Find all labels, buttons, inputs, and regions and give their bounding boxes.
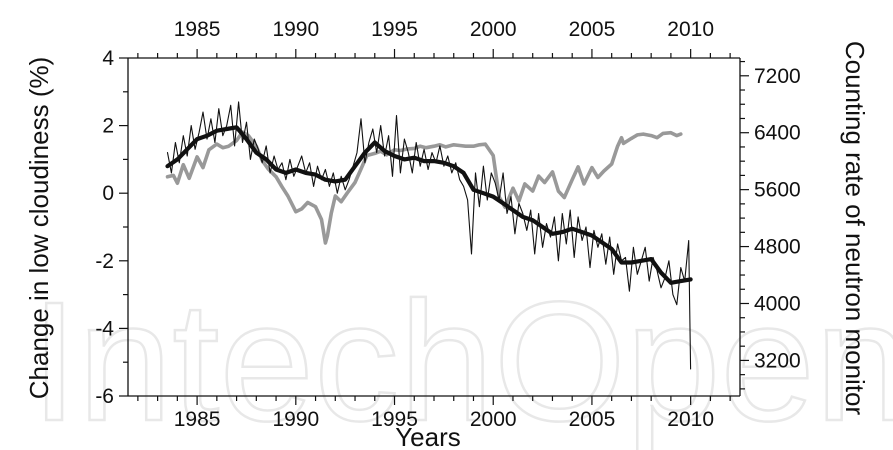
x-tick-label-top: 2000 (470, 18, 517, 41)
y-left-tick-label: 0 (102, 182, 114, 205)
x-tick-label-top: 1995 (371, 18, 418, 41)
x-tick-label-bottom: 2010 (667, 408, 714, 431)
x-tick-label-bottom: 2000 (470, 408, 517, 431)
y-left-tick-label: 2 (102, 115, 114, 138)
y-left-tick-label: -6 (95, 385, 114, 408)
y-axis-left-title: Change in low cloudiness (%) (24, 57, 54, 400)
y-right-tick-label: 5600 (754, 179, 801, 202)
series-cloudiness-smoothed-line (165, 125, 693, 285)
y-left-tick-label: 4 (102, 47, 114, 70)
y-right-tick-label: 7200 (754, 65, 801, 88)
x-tick-label-bottom: 1995 (371, 408, 418, 431)
x-axis-top-ticks: 1985 1990 1995 2000 2005 2010 (137, 18, 731, 58)
watermark-text: IntechOpen (31, 267, 893, 450)
x-tick-label-top: 1990 (272, 18, 319, 41)
series-neutron-monitor-line (165, 130, 683, 245)
y-right-tick-label: 6400 (754, 122, 801, 145)
y-axis-right-title: Counting rate of neutron monitor (840, 41, 870, 416)
x-tick-label-top: 2010 (667, 18, 714, 41)
y-right-tick-label: 3200 (754, 349, 801, 372)
y-axis-left-ticks: -6 -4 -2 0 2 4 (95, 47, 128, 408)
x-tick-label-top: 1985 (174, 18, 221, 41)
series-layer (165, 101, 693, 370)
x-tick-label-bottom: 1985 (174, 408, 221, 431)
x-tick-label-bottom: 2005 (569, 408, 616, 431)
y-right-tick-label: 4000 (754, 292, 801, 315)
y-axis-right-ticks: 3200 4000 4800 5600 6400 7200 (740, 60, 801, 390)
x-axis-bottom-ticks: 1985 1990 1995 2000 2005 2010 (137, 396, 731, 431)
x-tick-label-bottom: 1990 (272, 408, 319, 431)
watermark: IntechOpen (29, 266, 893, 450)
y-left-tick-label: -4 (95, 317, 114, 340)
y-left-tick-label: -2 (95, 250, 114, 273)
y-right-tick-label: 4800 (754, 236, 801, 259)
x-tick-label-top: 2005 (569, 18, 616, 41)
x-axis-title: Years (395, 422, 461, 450)
